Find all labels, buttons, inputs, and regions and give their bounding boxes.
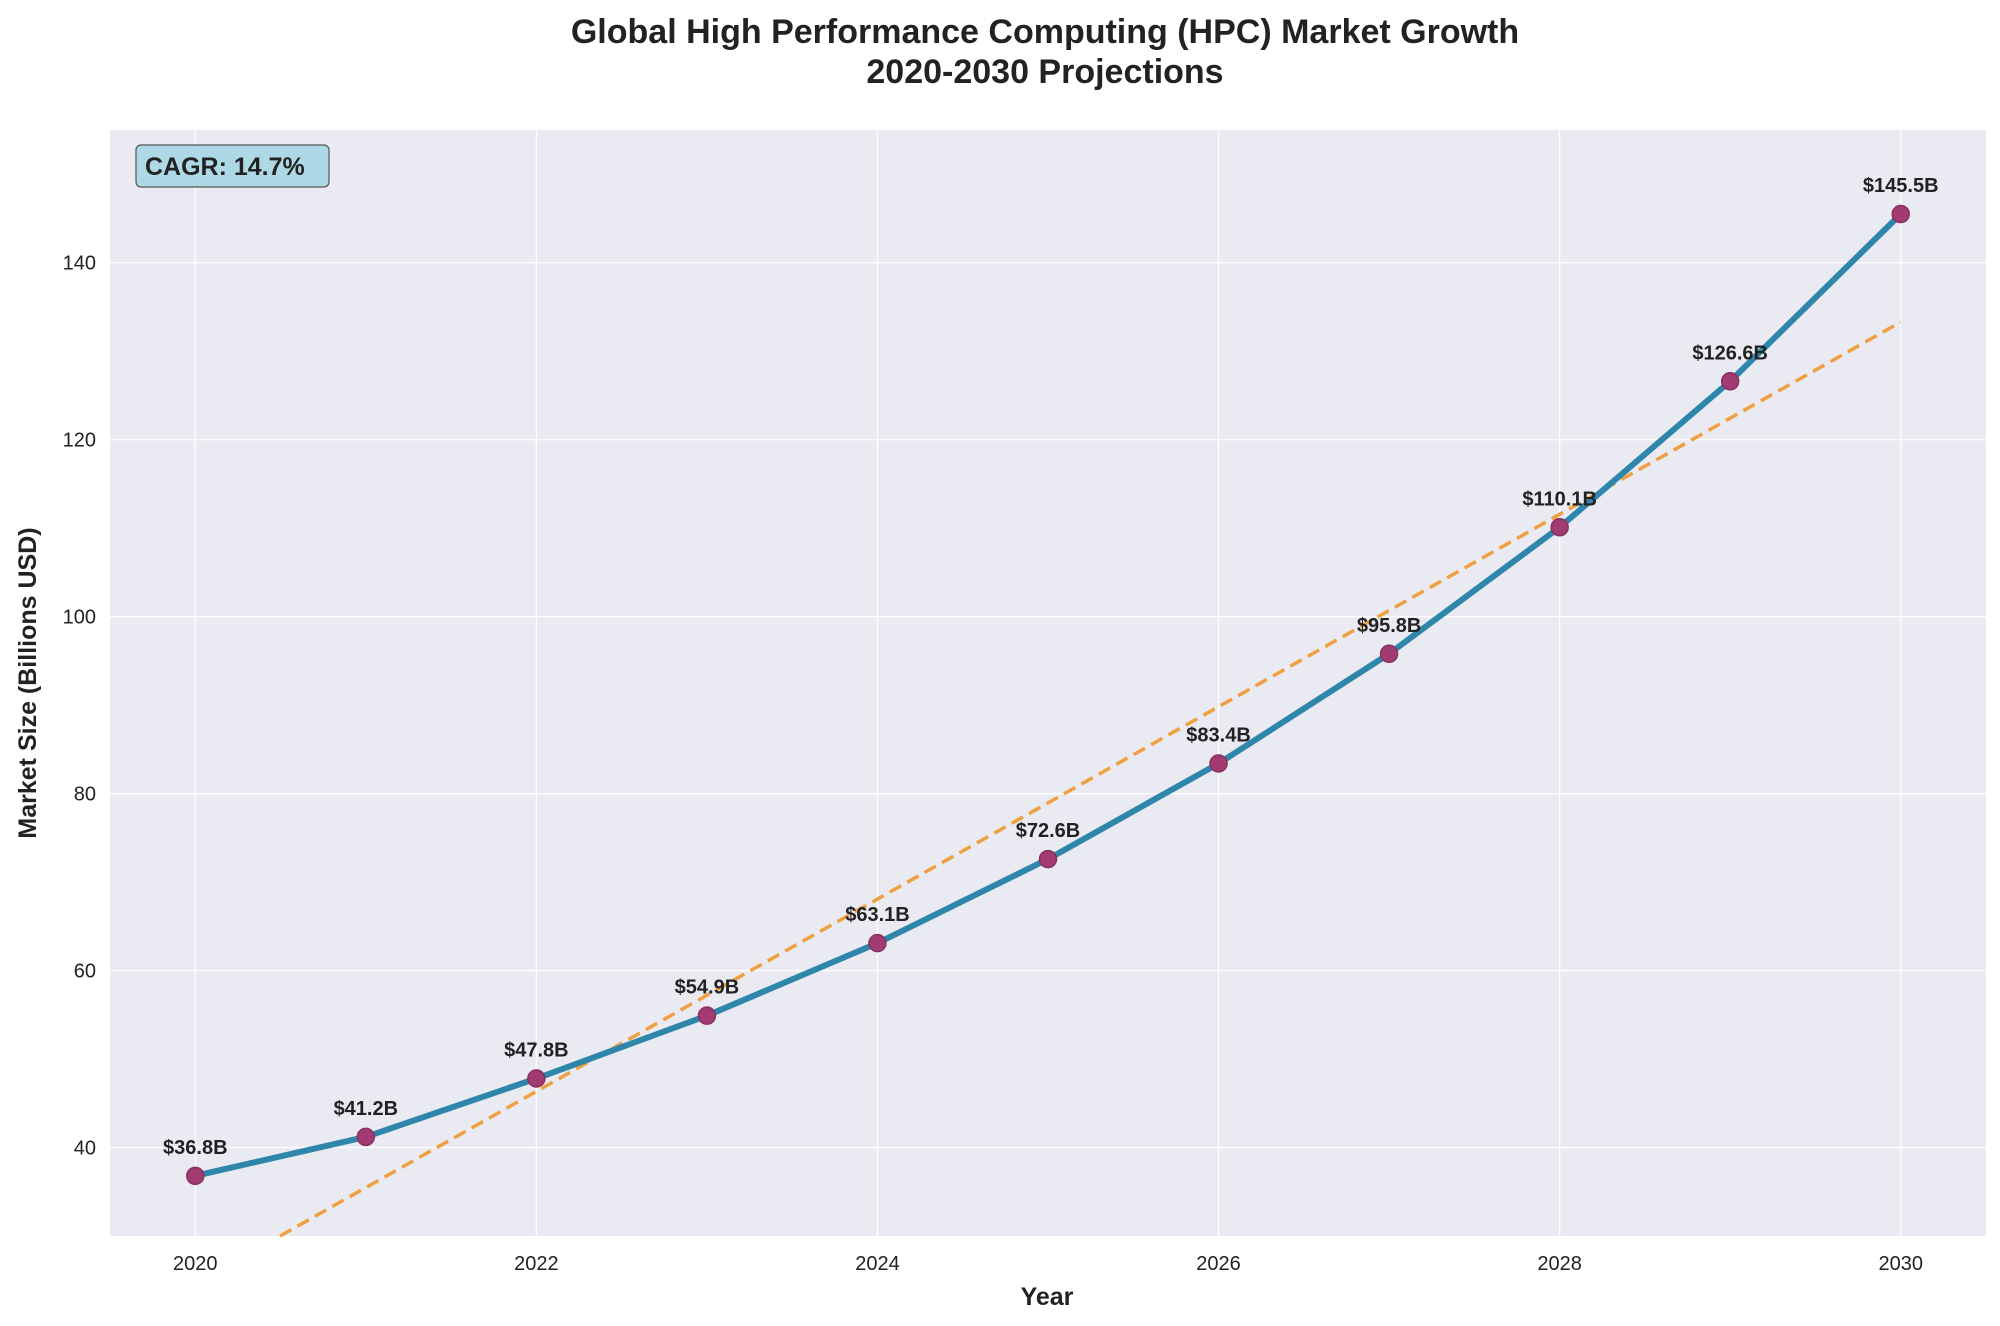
data-point <box>697 1006 717 1025</box>
trend-line <box>279 320 1902 1238</box>
cagr-box <box>135 144 330 188</box>
data-label: $95.8B <box>1357 615 1422 637</box>
x-axis-ticks: 2020 2022 2024 2026 2028 2030 <box>173 1253 1923 1275</box>
x-tick-label: 2022 <box>514 1253 559 1275</box>
cagr-annotation: CAGR: 14.7% <box>135 144 330 188</box>
x-axis-label: Year <box>1021 1283 1074 1311</box>
data-point <box>1720 372 1740 391</box>
y-tick-label: 100 <box>63 607 96 629</box>
cagr-text: CAGR: 14.7% <box>145 153 305 181</box>
y-tick-label: 80 <box>74 784 96 806</box>
data-labels: $36.8B $41.2B $47.8B $54.9B $63.1B $72.6B $83.… <box>163 175 1939 1159</box>
y-tick-label: 140 <box>63 253 96 275</box>
data-label: $72.6B <box>1016 820 1081 842</box>
y-tick-label: 120 <box>63 430 96 452</box>
data-point <box>1891 204 1910 224</box>
x-tick-label: 2028 <box>1537 1253 1582 1275</box>
data-label: $145.5B <box>1863 175 1939 197</box>
data-point <box>356 1127 376 1147</box>
data-label: $47.8B <box>504 1040 569 1062</box>
chart-title-line-2: 2020-2030 Projections <box>866 53 1223 91</box>
data-label: $110.1B <box>1522 488 1597 510</box>
data-point <box>527 1069 546 1088</box>
chart-title-line-1: Global High Performance Computing (HPC) … <box>571 13 1519 51</box>
data-label: $36.8B <box>163 1137 228 1159</box>
data-point <box>1209 754 1228 773</box>
y-axis-label: Market Size (Billions USD) <box>14 527 42 838</box>
data-label: $41.2B <box>334 1098 399 1120</box>
y-tick-label: 40 <box>74 1138 96 1160</box>
data-label: $54.9B <box>675 977 740 999</box>
data-label: $83.4B <box>1186 725 1251 747</box>
x-tick-label: 2026 <box>1196 1253 1241 1275</box>
data-point <box>868 933 887 953</box>
plot-area <box>110 130 1986 1236</box>
data-point <box>1038 849 1058 869</box>
x-tick-label: 2024 <box>855 1253 900 1275</box>
data-label: $63.1B <box>845 904 910 926</box>
y-tick-label: 60 <box>74 961 96 983</box>
grid-lines <box>110 130 1986 1236</box>
data-label: $126.6B <box>1692 342 1768 364</box>
data-points <box>186 204 1910 1186</box>
x-tick-label: 2020 <box>173 1253 218 1275</box>
y-axis-ticks: 40 60 80 100 120 140 <box>63 253 96 1160</box>
x-tick-label: 2030 <box>1878 1253 1923 1275</box>
data-point <box>1379 644 1399 664</box>
data-point <box>1550 518 1569 537</box>
data-point <box>186 1166 205 1186</box>
